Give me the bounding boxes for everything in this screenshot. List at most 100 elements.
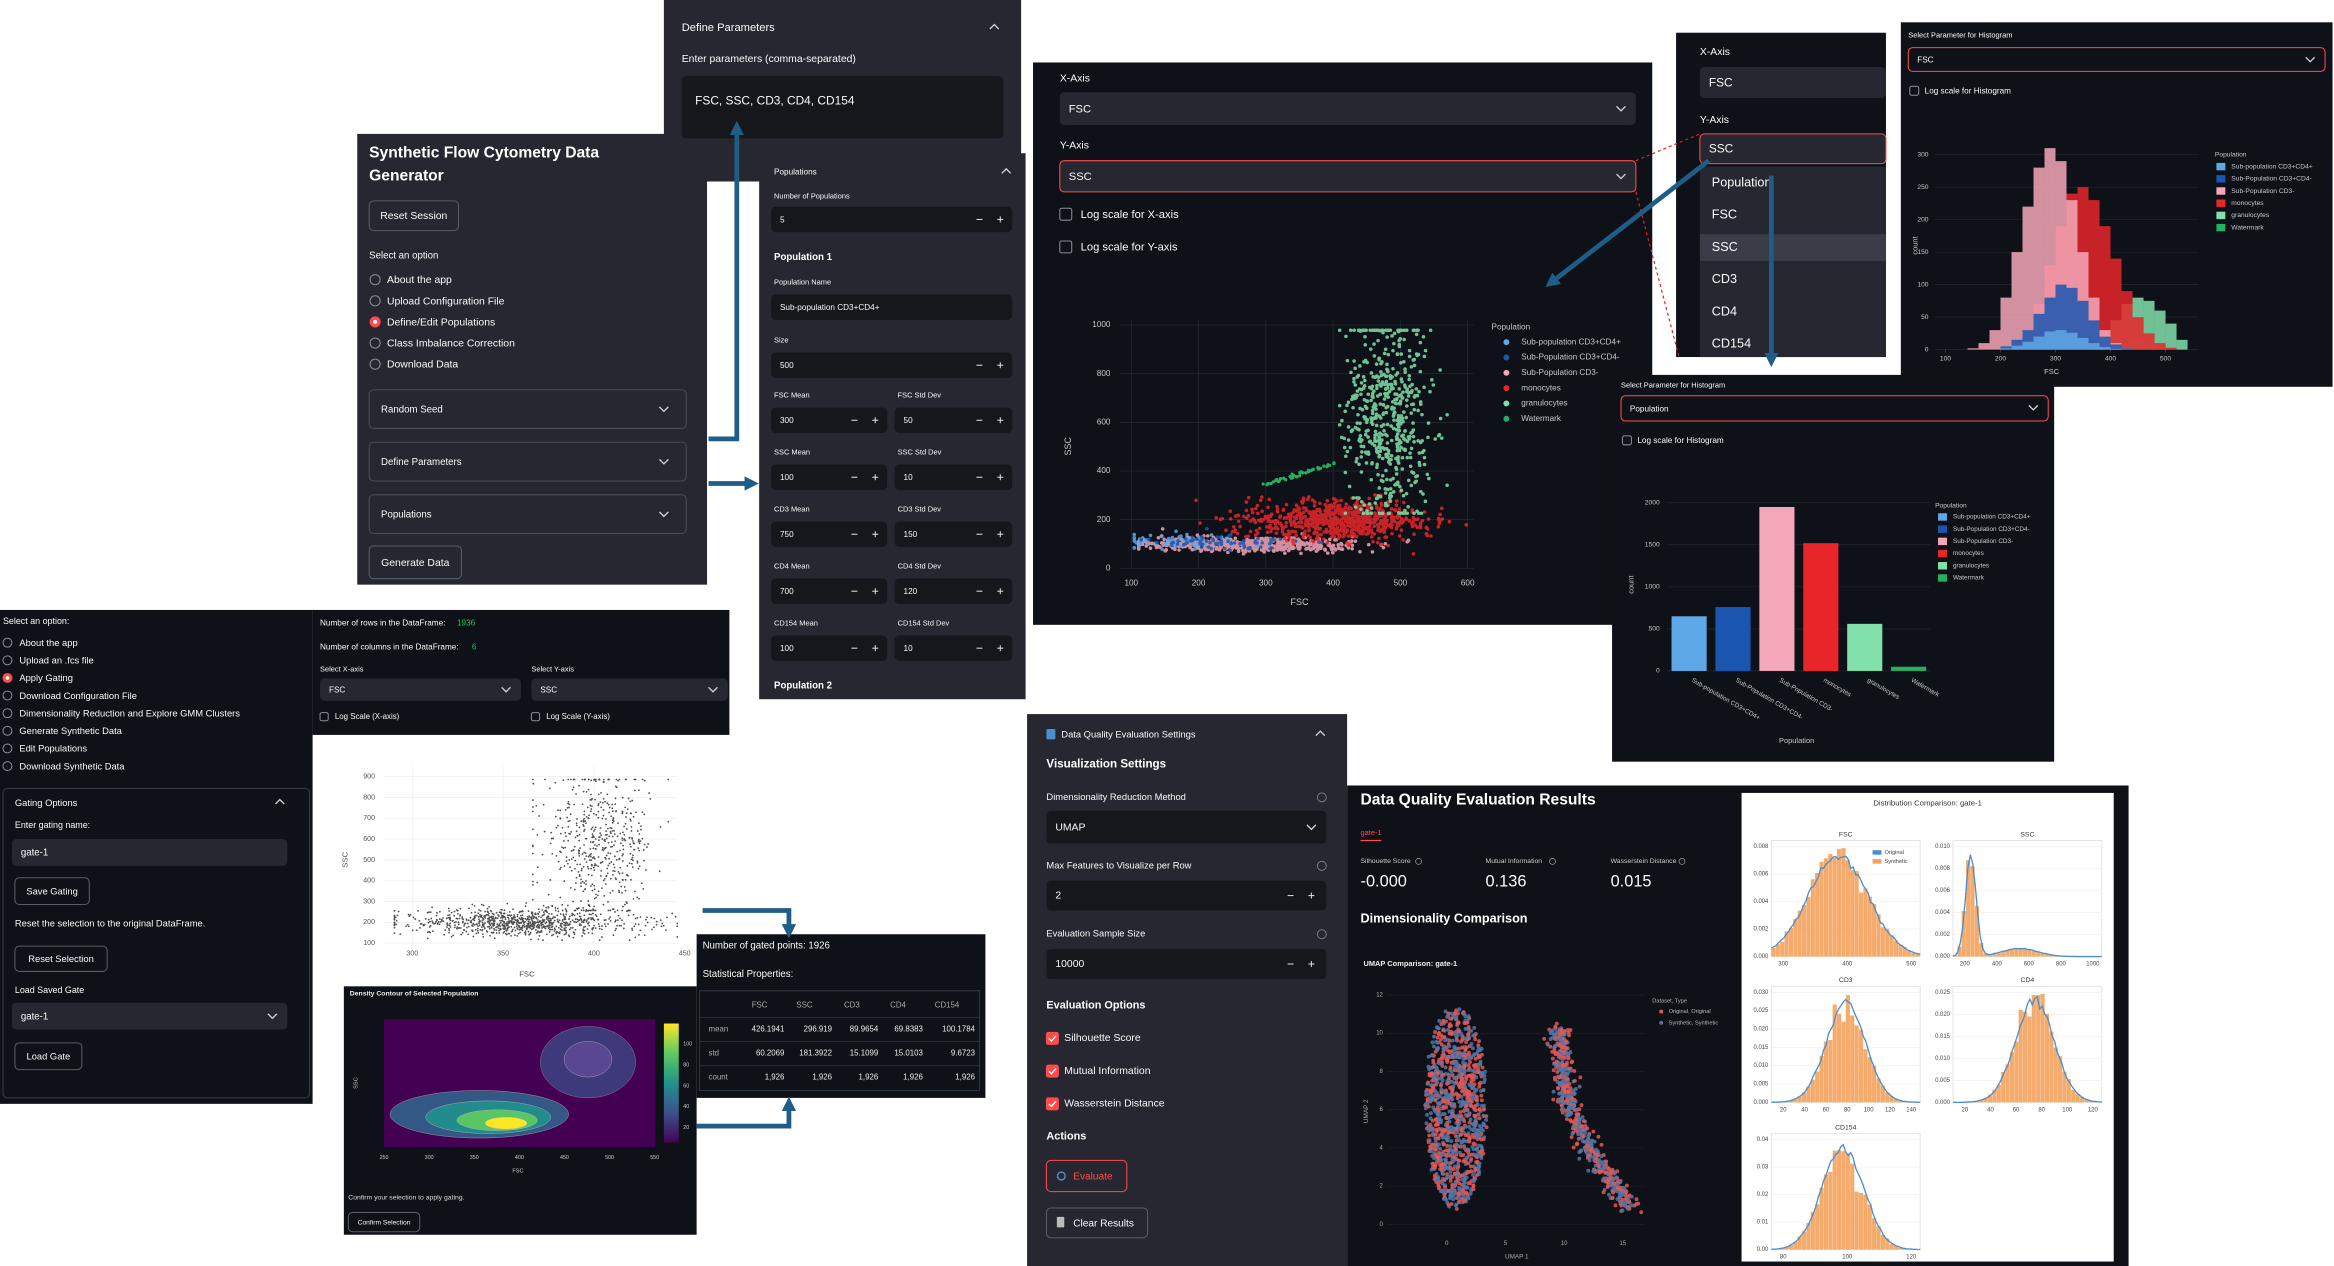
point [1449,1202,1454,1206]
point [1476,1066,1481,1071]
point [1368,328,1372,333]
checkbox[interactable] [1909,85,1920,96]
checkbox[interactable] [1045,1097,1059,1111]
point [1380,438,1384,442]
y-tick-label: 12 [1376,993,1383,999]
number-input[interactable] [894,521,1013,547]
point [1431,383,1436,387]
x-axis-select[interactable] [1059,92,1636,125]
evaluate-button[interactable] [1045,1159,1128,1193]
point [1241,548,1245,553]
radio[interactable] [2,761,13,772]
generate-data-button[interactable] [368,545,462,580]
reset-selection-button[interactable] [14,945,108,972]
radio[interactable] [2,655,13,666]
number-input[interactable] [894,635,1013,661]
point [429,920,431,923]
number-input[interactable] [894,464,1013,490]
point [1160,527,1165,531]
expander[interactable] [368,441,687,482]
radio[interactable] [369,274,381,286]
number-input[interactable] [771,635,888,661]
load-gate-button[interactable] [14,1042,83,1071]
x-select[interactable] [1699,66,1886,99]
point [607,827,609,830]
number-input[interactable] [1046,880,1327,911]
point [574,928,577,931]
number-input[interactable] [771,521,888,547]
reset-session-button[interactable] [368,200,459,232]
point [601,848,604,851]
y-axis-select[interactable] [1059,160,1637,193]
point [1369,398,1373,403]
number-value: 10000 [1055,959,1084,970]
radio[interactable] [369,337,381,349]
save-gating-button[interactable] [14,877,90,906]
text-input[interactable] [11,839,288,866]
point [662,924,665,927]
checkbox[interactable] [1059,207,1073,221]
checkbox[interactable] [530,712,541,722]
x-select[interactable] [320,678,521,701]
point [583,830,585,833]
checkbox[interactable] [1045,1064,1059,1078]
checkbox[interactable] [319,712,329,722]
point [590,863,593,866]
point [1204,539,1209,543]
checkbox[interactable] [1059,240,1073,254]
radio[interactable] [2,690,13,701]
radio[interactable] [2,708,13,719]
field-label: Enter parameters (comma-separated) [682,54,856,65]
point [1346,546,1351,550]
bar-select[interactable] [1620,395,2049,422]
point [1353,505,1358,509]
text-input[interactable] [771,294,1013,320]
point [542,904,545,907]
radio[interactable] [2,637,13,648]
point [1310,521,1315,526]
point [550,913,553,915]
number-input[interactable] [771,464,888,490]
number-input[interactable] [771,352,1013,378]
point [1445,412,1449,417]
point [1385,367,1389,372]
confirm-selection-button[interactable] [347,1211,421,1233]
radio[interactable] [369,295,381,307]
text-area[interactable] [681,75,1004,139]
point [1359,381,1364,385]
point [494,916,497,919]
number-input[interactable] [771,578,888,604]
number-input[interactable] [771,407,888,433]
point [601,801,604,804]
point [587,900,590,902]
point [1473,1142,1478,1147]
radio[interactable] [2,743,13,754]
method-select[interactable] [1046,810,1327,844]
point [590,885,592,887]
point [409,914,412,916]
number-input[interactable] [1046,949,1327,979]
point [1297,520,1301,525]
radio[interactable] [2,725,13,736]
checkbox[interactable] [1621,435,1632,446]
point [605,837,608,840]
point [1305,546,1310,551]
point [497,927,500,930]
expander[interactable] [368,389,687,429]
point [544,778,546,781]
expander[interactable] [368,494,687,534]
point [1181,542,1186,547]
radio[interactable] [369,358,381,370]
legend-label: granulocytes [2231,212,2270,219]
number-input[interactable] [894,578,1013,604]
clear-button[interactable] [1045,1207,1149,1239]
checkbox[interactable] [1045,1031,1059,1045]
point [1451,1197,1456,1202]
histogram-select[interactable] [1907,47,2326,72]
load-gate-select[interactable] [11,1002,288,1030]
number-input[interactable] [771,206,1013,233]
number-input[interactable] [894,407,1013,433]
y-select[interactable] [531,678,728,701]
y-select[interactable] [1699,133,1887,165]
point [623,825,626,828]
